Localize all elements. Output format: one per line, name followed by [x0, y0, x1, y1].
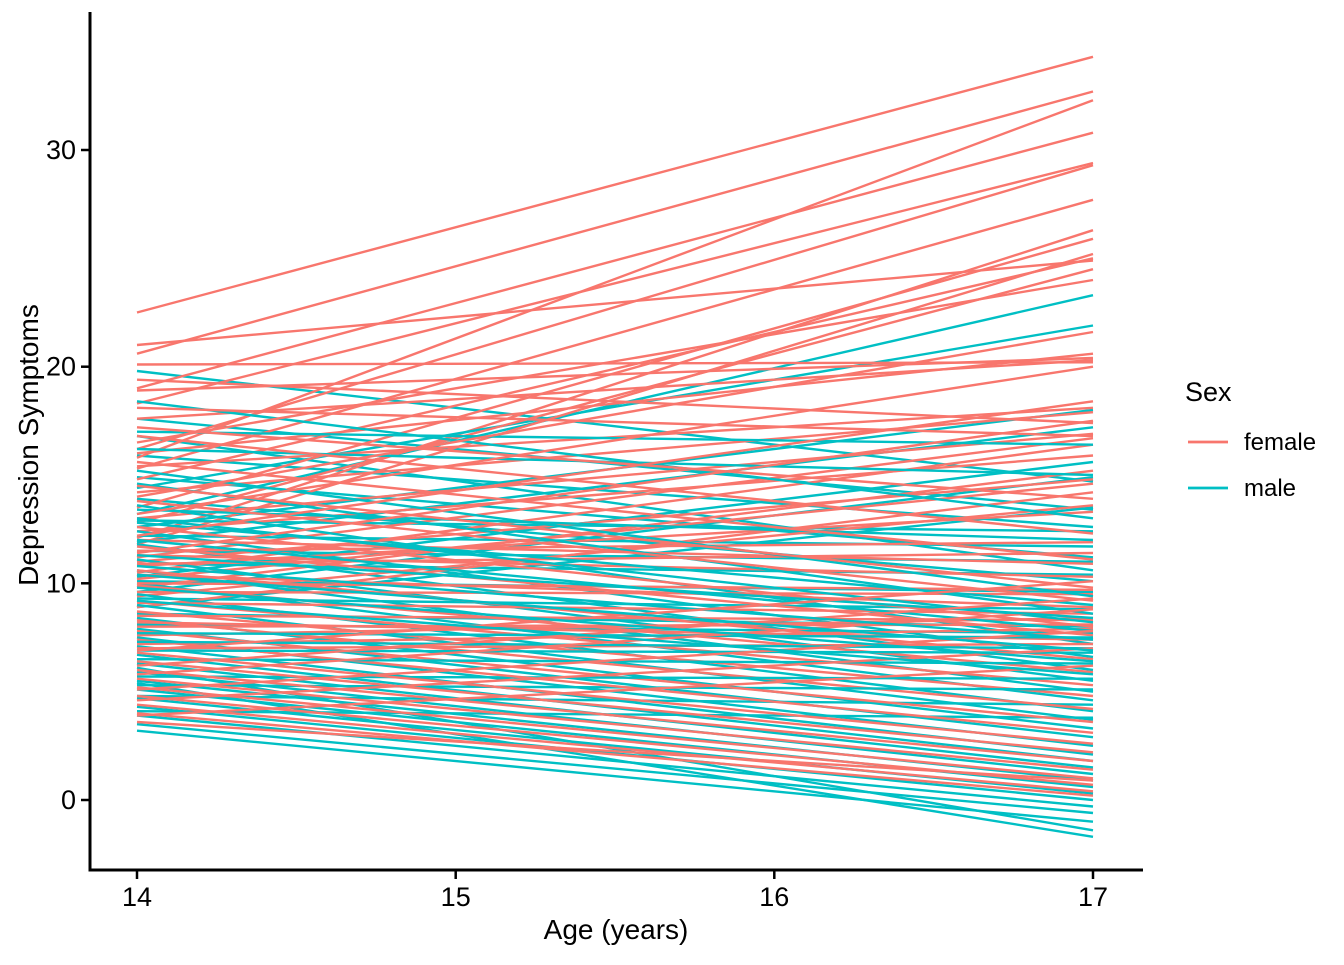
trajectory-line-female	[136, 580, 1094, 652]
trajectory-line-male	[136, 723, 1094, 815]
trajectory-line-female	[136, 510, 1094, 568]
trajectory-line-female	[136, 361, 1094, 366]
y-tick-labels: 0 10 20 30	[46, 135, 76, 815]
trajectory-line-female	[136, 330, 1094, 498]
trajectory-line-female	[136, 651, 1094, 745]
trajectory-line-female	[136, 499, 1094, 602]
trajectory-line-male	[136, 694, 1094, 706]
trajectory-line-male	[136, 573, 1094, 652]
legend-entry-male: male	[1188, 475, 1296, 502]
y-tick-label: 30	[46, 135, 76, 165]
trajectory-line-male	[136, 729, 1094, 823]
trajectory-line-female	[136, 712, 1094, 797]
trajectory-line-female	[136, 99, 1094, 459]
trajectory-line-female	[136, 660, 1094, 754]
x-tick-label: 17	[1078, 882, 1108, 912]
trajectory-line-female	[136, 478, 1094, 563]
trajectory-line-male	[136, 640, 1094, 650]
trajectory-line-female	[136, 608, 1094, 676]
y-tick-marks	[81, 148, 90, 802]
axis-lines	[88, 12, 1143, 872]
trajectory-line-female	[136, 257, 1094, 481]
trajectory-line-female	[136, 629, 1094, 691]
x-tick-marks	[135, 870, 1095, 879]
trajectory-line-male	[136, 400, 1094, 520]
trajectory-line-male	[136, 681, 1094, 838]
trajectory-line-female	[136, 131, 1094, 390]
trajectory-line-female	[136, 460, 1094, 561]
x-tick-label: 14	[122, 882, 152, 912]
trajectory-line-female	[136, 419, 1094, 555]
trajectory-line-female	[136, 484, 1094, 589]
trajectory-line-female	[136, 434, 1094, 535]
trajectory-line-male	[136, 564, 1094, 641]
trajectory-line-female	[136, 597, 1094, 667]
trajectory-line-female	[136, 229, 1094, 539]
trajectory-line-female	[136, 90, 1094, 355]
y-tick-label: 10	[46, 568, 76, 598]
trajectory-line-female	[136, 268, 1094, 524]
trajectory-line-female	[136, 668, 1094, 763]
trajectory-line-male	[136, 324, 1094, 490]
trajectory-line-male	[136, 586, 1094, 663]
trajectory-line-female	[136, 610, 1094, 698]
trajectory-line-male	[136, 521, 1094, 607]
trajectory-line-male	[136, 599, 1094, 676]
legend: Sex female male	[1185, 377, 1316, 502]
trajectory-line-female	[136, 378, 1094, 425]
trajectory-line-female	[136, 677, 1094, 771]
x-tick-label: 15	[441, 882, 471, 912]
trajectory-line-female	[136, 554, 1094, 578]
trajectory-line-female	[136, 720, 1094, 782]
trajectory-line-female	[136, 703, 1094, 793]
trajectory-line-female	[136, 601, 1094, 615]
trajectory-line-female	[136, 469, 1094, 589]
y-axis-title: Depression Symptoms	[13, 304, 44, 586]
trajectory-line-female	[136, 365, 1094, 516]
trajectory-line-male	[136, 434, 1094, 572]
y-tick-label: 20	[46, 352, 76, 382]
trajectory-line-female	[136, 400, 1094, 537]
trajectory-line-female	[136, 686, 1094, 780]
x-axis-title: Age (years)	[544, 914, 689, 945]
legend-title: Sex	[1185, 377, 1232, 407]
trajectory-line-female	[136, 161, 1094, 405]
trajectory-line-female	[136, 259, 1094, 347]
trajectory-line-female	[136, 55, 1094, 314]
trajectory-line-male	[136, 649, 1094, 654]
trajectory-line-male	[136, 369, 1094, 483]
trajectory-line-female	[136, 664, 1094, 717]
legend-label-female: female	[1244, 429, 1316, 456]
legend-entry-female: female	[1188, 429, 1316, 456]
trajectory-line-female	[136, 647, 1094, 702]
trajectory-line-male	[136, 454, 1094, 529]
trajectory-line-female	[136, 278, 1094, 444]
trajectory-line-male	[136, 554, 1094, 620]
trajectory-line-male	[136, 469, 1094, 598]
trajectory-line-female	[136, 252, 1094, 546]
trajectory-line-female	[136, 164, 1094, 451]
trajectory-lines-layer	[136, 55, 1094, 838]
trajectory-line-female	[136, 406, 1094, 438]
legend-label-male: male	[1244, 475, 1296, 502]
y-tick-label: 0	[61, 785, 76, 815]
trajectory-line-male	[136, 508, 1094, 542]
x-tick-labels: 14 15 16 17	[122, 882, 1108, 912]
trajectory-line-female	[136, 198, 1094, 470]
x-tick-label: 16	[759, 882, 789, 912]
trajectory-line-female	[136, 426, 1094, 500]
trajectory-line-female	[136, 352, 1094, 455]
